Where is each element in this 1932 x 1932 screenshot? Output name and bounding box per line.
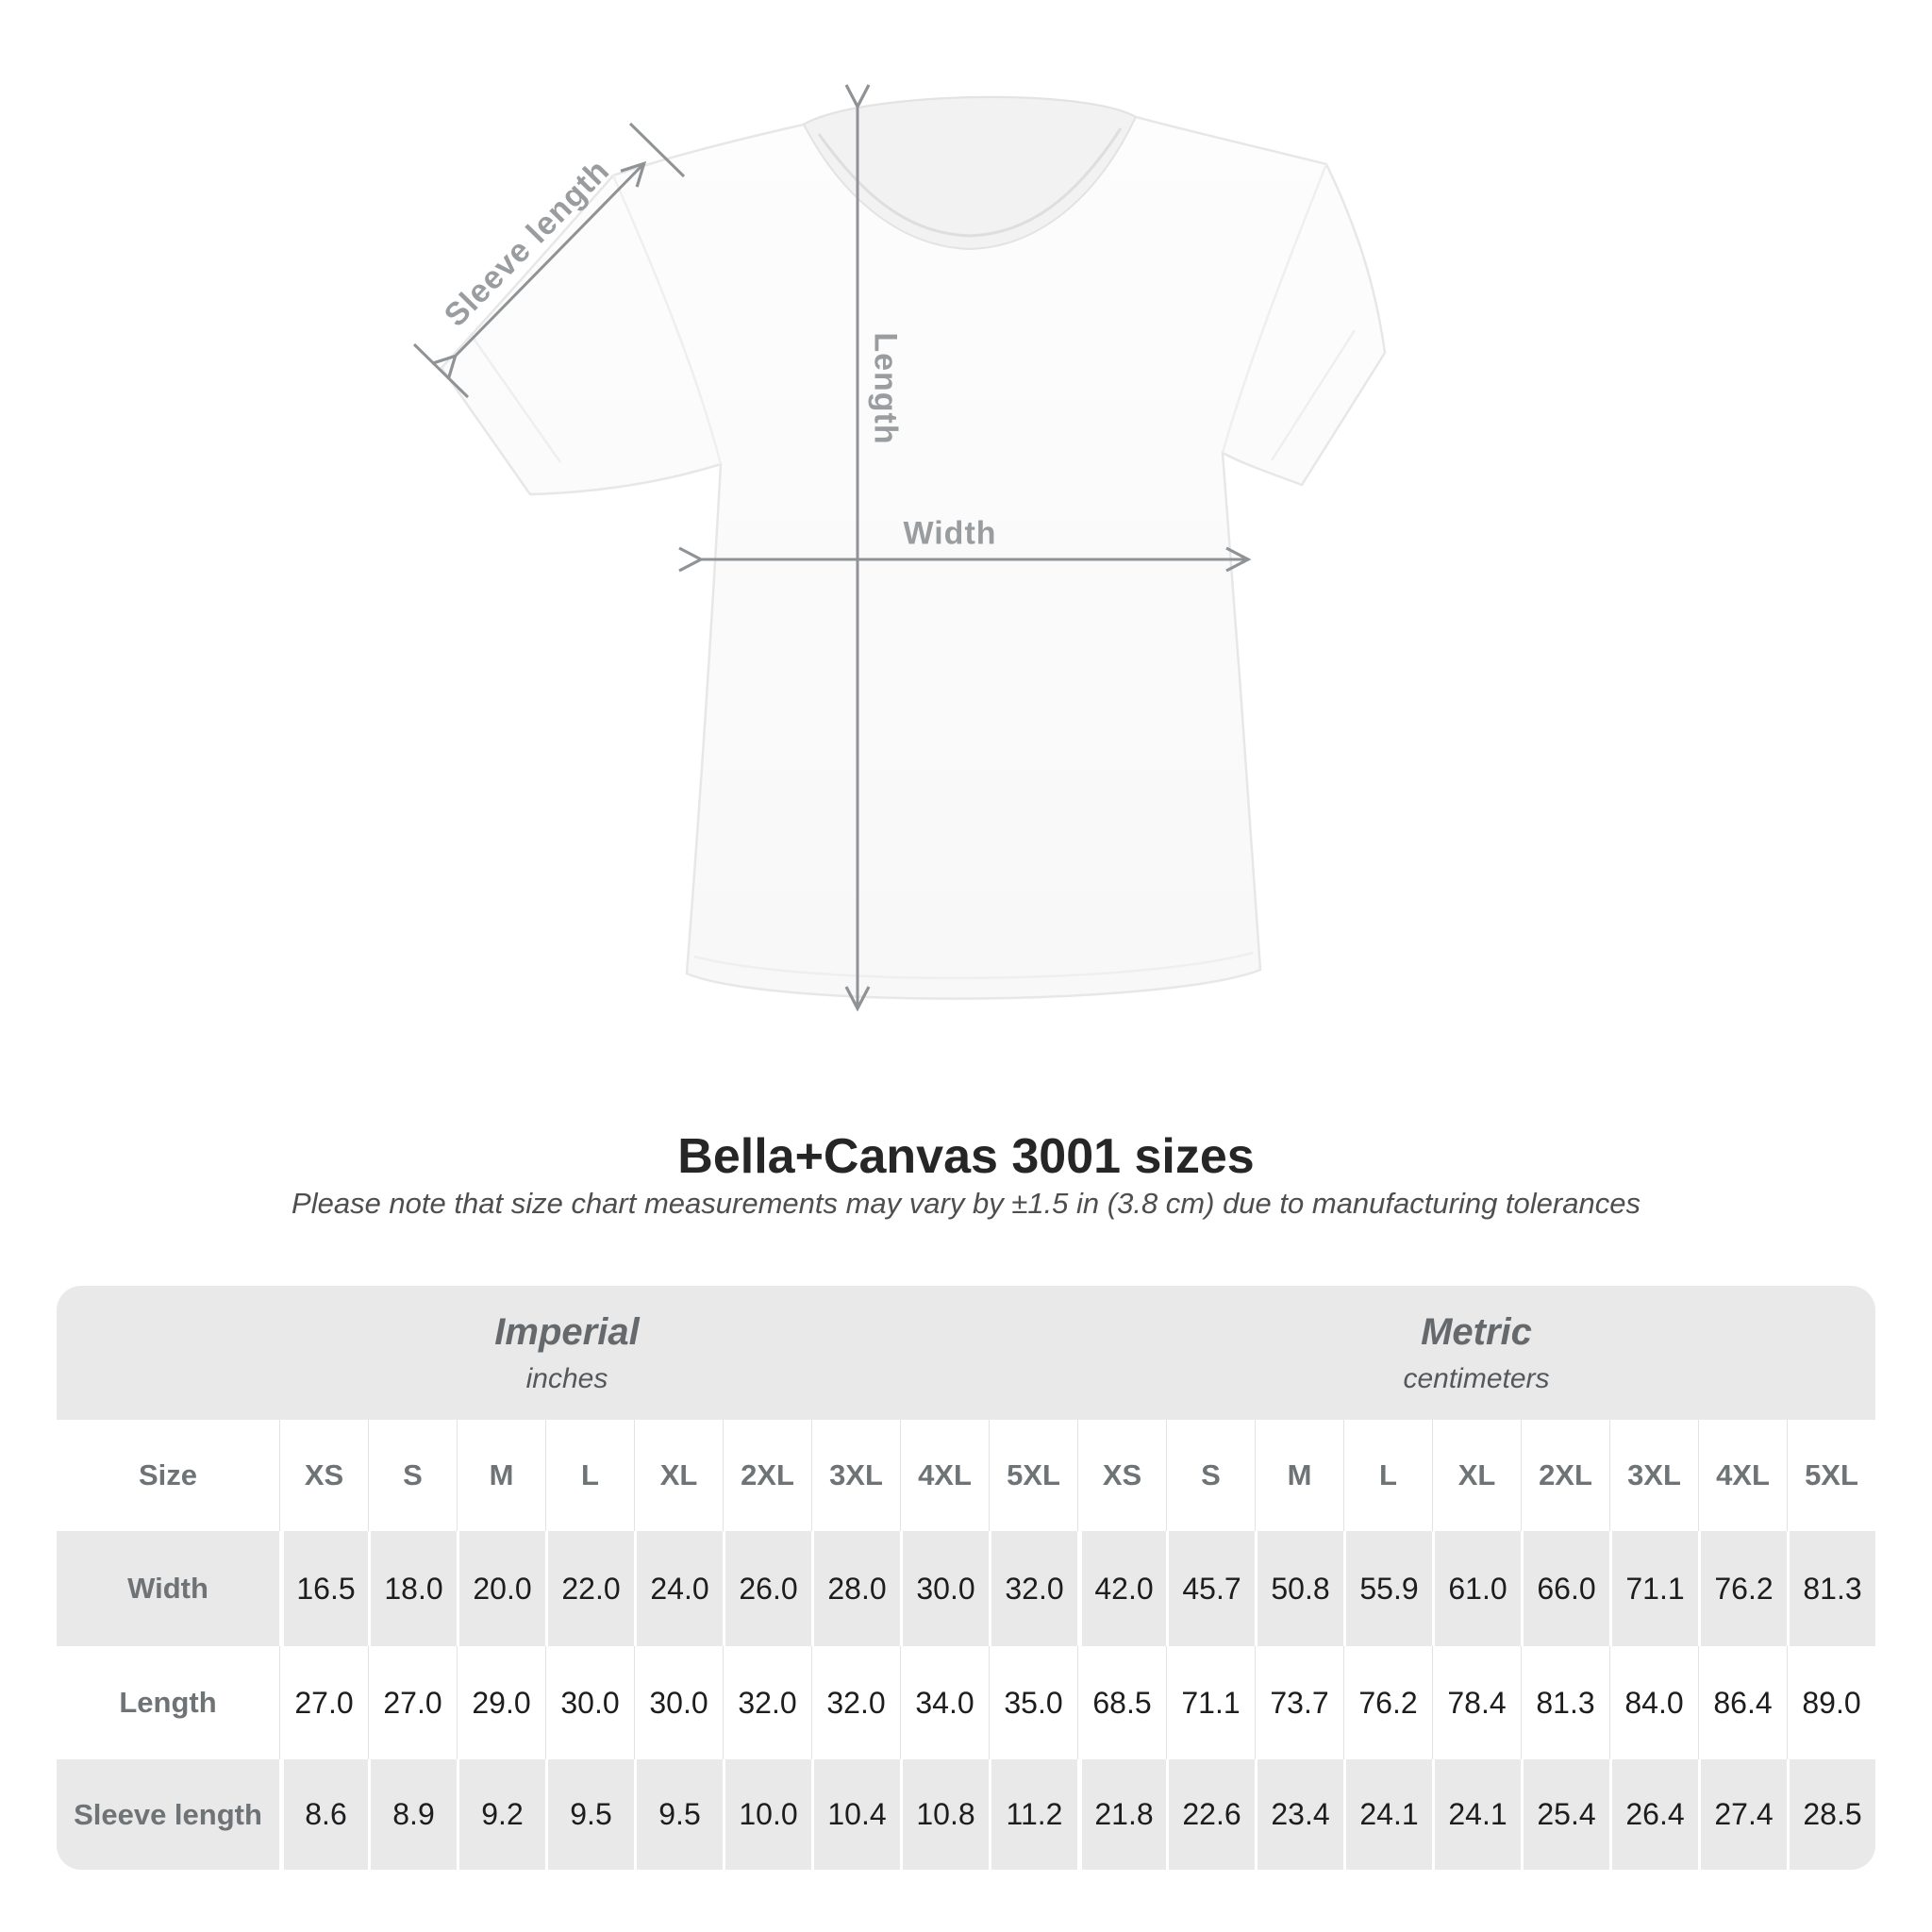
table-cell: 21.8 bbox=[1077, 1759, 1166, 1870]
table-cell: 42.0 bbox=[1077, 1531, 1166, 1646]
metric-group-header: Metric centimeters bbox=[1077, 1286, 1875, 1420]
table-cell: 78.4 bbox=[1432, 1646, 1521, 1759]
length-label: Length bbox=[867, 332, 904, 445]
table-cell: 50.8 bbox=[1255, 1531, 1343, 1646]
sleeve-arrow-end-tick bbox=[412, 342, 470, 399]
imperial-label: Imperial bbox=[494, 1310, 640, 1353]
size-header: 5XL bbox=[1787, 1420, 1875, 1531]
table-cell: 66.0 bbox=[1521, 1531, 1609, 1646]
table-cell: 10.0 bbox=[723, 1759, 811, 1870]
size-header: 2XL bbox=[1521, 1420, 1609, 1531]
table-cell: 81.3 bbox=[1521, 1646, 1609, 1759]
table-cell: 35.0 bbox=[989, 1646, 1077, 1759]
table-cell: 27.0 bbox=[368, 1646, 457, 1759]
table-cell: 76.2 bbox=[1698, 1531, 1787, 1646]
sleeve-length-arrow bbox=[431, 160, 647, 380]
row-label: Sleeve length bbox=[57, 1759, 279, 1870]
table-cell: 22.6 bbox=[1166, 1759, 1255, 1870]
tshirt-measurement-diagram bbox=[412, 84, 1387, 1012]
size-header: M bbox=[457, 1420, 545, 1531]
table-cell: 16.5 bbox=[279, 1531, 368, 1646]
imperial-unit: inches bbox=[525, 1362, 608, 1394]
page-subtitle: Please note that size chart measurements… bbox=[291, 1187, 1641, 1220]
table-cell: 32.0 bbox=[811, 1646, 900, 1759]
sleeve-arrow-end-tick bbox=[628, 122, 686, 178]
table-cell: 76.2 bbox=[1343, 1646, 1432, 1759]
size-header: 3XL bbox=[811, 1420, 900, 1531]
table-cell: 32.0 bbox=[989, 1531, 1077, 1646]
table-cell: 73.7 bbox=[1255, 1646, 1343, 1759]
table-cell: 9.2 bbox=[457, 1759, 545, 1870]
units-header-band: Imperial inches Metric centimeters bbox=[57, 1286, 1875, 1420]
table-cell: 34.0 bbox=[900, 1646, 989, 1759]
table-cell: 30.0 bbox=[634, 1646, 723, 1759]
table-cell: 29.0 bbox=[457, 1646, 545, 1759]
size-header: XS bbox=[279, 1420, 368, 1531]
table-cell: 32.0 bbox=[723, 1646, 811, 1759]
table-cell: 68.5 bbox=[1077, 1646, 1166, 1759]
table-cell: 71.1 bbox=[1166, 1646, 1255, 1759]
metric-unit: centimeters bbox=[1403, 1362, 1550, 1394]
size-header: S bbox=[1166, 1420, 1255, 1531]
size-header: L bbox=[545, 1420, 634, 1531]
table-cell: 9.5 bbox=[545, 1759, 634, 1870]
size-header: XL bbox=[634, 1420, 723, 1531]
sleeve-length-row: Sleeve length 8.6 8.9 9.2 9.5 9.5 10.0 1… bbox=[57, 1759, 1875, 1870]
size-header: 4XL bbox=[900, 1420, 989, 1531]
table-cell: 27.4 bbox=[1698, 1759, 1787, 1870]
table-cell: 45.7 bbox=[1166, 1531, 1255, 1646]
size-col-header: Size bbox=[57, 1420, 279, 1531]
table-cell: 30.0 bbox=[545, 1646, 634, 1759]
table-cell: 61.0 bbox=[1432, 1531, 1521, 1646]
table-cell: 71.1 bbox=[1609, 1531, 1698, 1646]
size-header: 3XL bbox=[1609, 1420, 1698, 1531]
table-cell: 26.0 bbox=[723, 1531, 811, 1646]
page-title: Bella+Canvas 3001 sizes bbox=[677, 1129, 1255, 1184]
table-cell: 24.1 bbox=[1432, 1759, 1521, 1870]
table-cell: 18.0 bbox=[368, 1531, 457, 1646]
table-cell: 24.1 bbox=[1343, 1759, 1432, 1870]
row-label: Width bbox=[57, 1531, 279, 1646]
size-header: 5XL bbox=[989, 1420, 1077, 1531]
table-cell: 25.4 bbox=[1521, 1759, 1609, 1870]
size-header: L bbox=[1343, 1420, 1432, 1531]
table-cell: 81.3 bbox=[1787, 1531, 1875, 1646]
size-header: XL bbox=[1432, 1420, 1521, 1531]
metric-label: Metric bbox=[1421, 1310, 1532, 1353]
row-label: Length bbox=[57, 1646, 279, 1759]
table-cell: 11.2 bbox=[989, 1759, 1077, 1870]
table-cell: 9.5 bbox=[634, 1759, 723, 1870]
size-header: XS bbox=[1077, 1420, 1166, 1531]
width-row: Width 16.5 18.0 20.0 22.0 24.0 26.0 28.0… bbox=[57, 1531, 1875, 1646]
table-cell: 8.9 bbox=[368, 1759, 457, 1870]
table-cell: 84.0 bbox=[1609, 1646, 1698, 1759]
length-row: Length 27.0 27.0 29.0 30.0 30.0 32.0 32.… bbox=[57, 1646, 1875, 1759]
table-cell: 22.0 bbox=[545, 1531, 634, 1646]
table-cell: 8.6 bbox=[279, 1759, 368, 1870]
table-cell: 10.4 bbox=[811, 1759, 900, 1870]
size-header: M bbox=[1255, 1420, 1343, 1531]
table-cell: 89.0 bbox=[1787, 1646, 1875, 1759]
table-cell: 28.5 bbox=[1787, 1759, 1875, 1870]
size-header-row: Size XS S M L XL 2XL 3XL 4XL 5XL XS S M … bbox=[57, 1420, 1875, 1531]
table-cell: 55.9 bbox=[1343, 1531, 1432, 1646]
table-cell: 20.0 bbox=[457, 1531, 545, 1646]
table-cell: 27.0 bbox=[279, 1646, 368, 1759]
size-header: 4XL bbox=[1698, 1420, 1787, 1531]
table-cell: 28.0 bbox=[811, 1531, 900, 1646]
table-cell: 23.4 bbox=[1255, 1759, 1343, 1870]
width-label: Width bbox=[903, 515, 997, 552]
table-cell: 86.4 bbox=[1698, 1646, 1787, 1759]
table-cell: 26.4 bbox=[1609, 1759, 1698, 1870]
table-cell: 10.8 bbox=[900, 1759, 989, 1870]
table-cell: 24.0 bbox=[634, 1531, 723, 1646]
imperial-group-header: Imperial inches bbox=[57, 1286, 1077, 1420]
size-table: Imperial inches Metric centimeters Size … bbox=[57, 1286, 1875, 1870]
table-cell: 30.0 bbox=[900, 1531, 989, 1646]
size-header: 2XL bbox=[723, 1420, 811, 1531]
size-header: S bbox=[368, 1420, 457, 1531]
